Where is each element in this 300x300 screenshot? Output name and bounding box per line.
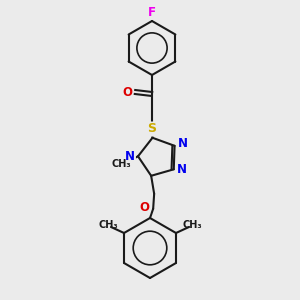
Text: CH₃: CH₃ bbox=[111, 159, 131, 169]
Text: F: F bbox=[148, 5, 156, 19]
Text: CH₃: CH₃ bbox=[98, 220, 118, 230]
Text: S: S bbox=[148, 122, 157, 136]
Text: CH₃: CH₃ bbox=[182, 220, 202, 230]
Text: N: N bbox=[125, 150, 135, 163]
Text: N: N bbox=[177, 163, 187, 176]
Text: O: O bbox=[122, 85, 132, 98]
Text: O: O bbox=[139, 201, 149, 214]
Text: N: N bbox=[178, 137, 188, 150]
